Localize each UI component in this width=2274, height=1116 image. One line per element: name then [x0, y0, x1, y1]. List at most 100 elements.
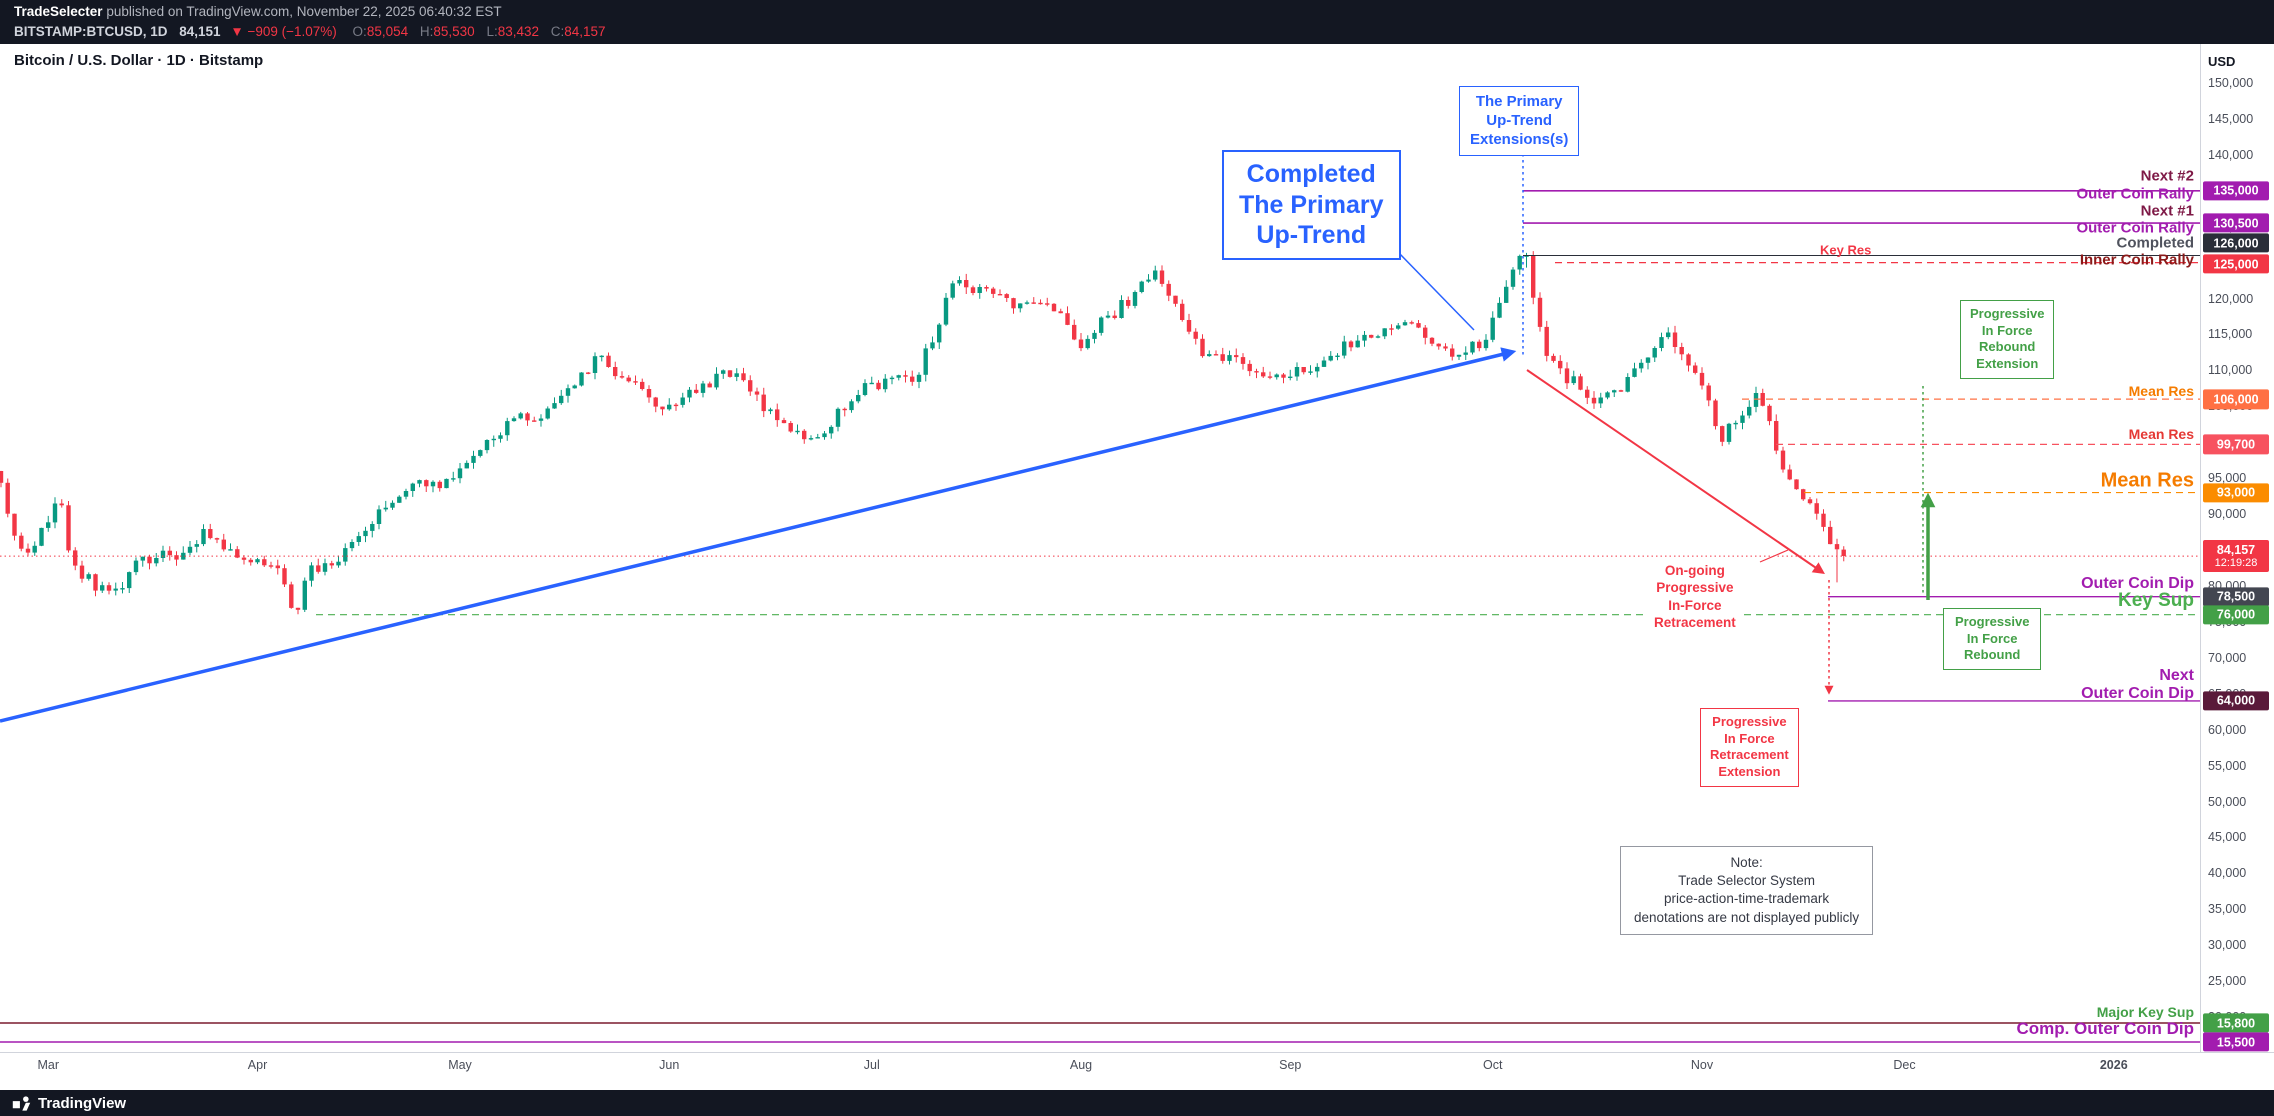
price-badge-outer-coin-dip: 78,500	[2203, 587, 2269, 607]
chart-legend[interactable]: Bitcoin / U.S. Dollar · 1D · Bitstamp	[14, 52, 264, 69]
tradingview-logo-icon[interactable]	[12, 1094, 31, 1113]
callout-line: In Force	[1981, 322, 2033, 338]
callout-line: Completed	[1246, 160, 1376, 188]
ongoing-retracement-callout[interactable]: On-going Progressive In-Force Retracemen…	[1648, 560, 1742, 634]
low-label: L:	[486, 24, 498, 39]
chart-background	[0, 44, 2274, 1090]
callout-line: The Primary	[1475, 93, 1563, 110]
completed-callout-pointer	[1397, 251, 1475, 331]
callout-line: Up-Trend	[1256, 221, 1367, 249]
level-caption-13: Outer Coin Dip	[2081, 685, 2194, 702]
high-value: 85,530	[433, 24, 475, 39]
time-axis-label: Jun	[659, 1058, 680, 1072]
low-value: 83,432	[497, 24, 539, 39]
completed-primary-uptrend-callout[interactable]: Completed The Primary Up-Trend	[1222, 150, 1401, 260]
callout-line: In-Force	[1668, 597, 1722, 613]
down-arrow-icon: ▼	[230, 24, 244, 39]
price-axis-tick: 115,000	[2208, 327, 2253, 342]
candlestick-series	[0, 251, 1846, 615]
price-badge-next-outer-coin-dip: 64,000	[2203, 691, 2269, 711]
publish-meta: published on TradingView.com, November 2…	[106, 4, 502, 19]
price-badge-mean-res-106000: 106,000	[2203, 389, 2269, 409]
callout-line: Extension	[1976, 355, 2039, 371]
price-badge-next-2-outer-coin-rally: 135,000	[2203, 181, 2269, 201]
time-axis-label: May	[448, 1058, 472, 1072]
price-axis-tick: 140,000	[2208, 147, 2254, 162]
price-badge-major-key-sup: 15,800	[2203, 1013, 2269, 1033]
callout-line: Up-Trend	[1486, 112, 1553, 130]
trend-drawings	[0, 154, 1936, 723]
ongoing-callout-pointer	[1759, 549, 1789, 563]
callout-line: Progressive	[1656, 580, 1734, 596]
callout-line: Extension	[1718, 763, 1781, 779]
price-axis-tick: 120,000	[2208, 291, 2254, 306]
rebound-extension-callout[interactable]: Progressive In Force Rebound Extension	[1960, 300, 2055, 379]
primary-uptrend-line[interactable]	[0, 347, 1517, 723]
level-caption-2: Next #1	[2140, 202, 2194, 220]
level-caption-5: Inner Coin Rally	[2079, 251, 2194, 269]
primary-uptrend-extensions-callout[interactable]: The Primary Up-Trend Extensions(s)	[1459, 86, 1580, 156]
price-axis-tick: 40,000	[2208, 866, 2247, 881]
price-axis-tick: 145,000	[2208, 111, 2254, 126]
price-axis-tick: 30,000	[2208, 938, 2247, 953]
close-label: C:	[550, 24, 565, 39]
price-axis-tick: 70,000	[2208, 650, 2247, 665]
level-caption-6: Key Res	[1820, 242, 1872, 258]
price-axis-tick: 95,000	[2208, 471, 2247, 486]
callout-line: Extensions(s)	[1470, 131, 1569, 149]
price-axis-tick: 60,000	[2208, 722, 2247, 737]
callout-line: Rebound	[1964, 647, 2021, 663]
time-axis-separator	[0, 1052, 2274, 1053]
level-caption-9: Mean Res	[2100, 469, 2194, 492]
price-badge-next-1-outer-coin-rally: 130,500	[2203, 213, 2269, 233]
callout-line: Retracement	[1710, 747, 1789, 763]
price-badge-comp-outer-coin-dip: 15,500	[2203, 1032, 2269, 1052]
time-axis-label: Sep	[1279, 1058, 1302, 1072]
time-axis-label: Apr	[247, 1058, 268, 1072]
tradingview-footer: TradingView	[0, 1090, 2274, 1116]
last-price: 84,151	[179, 24, 221, 39]
callout-line: The Primary	[1239, 190, 1384, 219]
high-label: H:	[419, 24, 434, 39]
note-line: price-action-time-trademark	[1664, 891, 1830, 907]
price-axis-tick: 55,000	[2208, 758, 2247, 773]
level-caption-8: Mean Res	[2128, 426, 2194, 442]
level-caption-14: Major Key Sup	[2096, 1004, 2194, 1020]
retracement-extension-callout[interactable]: Progressive In Force Retracement Extensi…	[1700, 708, 1799, 787]
open-label: O:	[352, 24, 367, 39]
level-caption-3: Outer Coin Rally	[2076, 219, 2194, 237]
callout-line: In Force	[1966, 630, 2018, 646]
tradingview-wordmark[interactable]: TradingView	[38, 1094, 127, 1112]
price-badge-completed-inner-coin-rally: 126,000	[2203, 233, 2269, 253]
price-axis-tick: 35,000	[2208, 902, 2247, 917]
note-line: denotations are not displayed publicly	[1634, 909, 1860, 925]
price-axis-tick: 25,000	[2208, 974, 2247, 989]
level-caption-4: Completed	[2116, 234, 2194, 252]
callout-line: Retracement	[1654, 614, 1736, 630]
publisher-name[interactable]: TradeSelecter	[14, 4, 103, 19]
price-axis-tick: 50,000	[2208, 794, 2247, 809]
level-caption-11: Key Sup	[2117, 590, 2194, 611]
price-axis-tick: 90,000	[2208, 507, 2247, 522]
price-level-lines	[0, 189, 2200, 1043]
price-axis-tick: 110,000	[2208, 363, 2253, 378]
note-line: Trade Selector System	[1678, 873, 1815, 889]
retracement-trend-line[interactable]	[1526, 369, 1825, 575]
time-axis[interactable]	[0, 1052, 2200, 1090]
callout-line: On-going	[1664, 563, 1725, 578]
time-axis-label: Nov	[1690, 1058, 1714, 1072]
price-axis-tick: 45,000	[2208, 830, 2247, 845]
callout-line: Progressive	[1955, 614, 2030, 629]
price-badge-key-res: 125,000	[2203, 254, 2269, 274]
time-axis-label: Oct	[1483, 1058, 1503, 1072]
trademark-note-box[interactable]: Note: Trade Selector System price-action…	[1620, 846, 1874, 935]
rebound-callout[interactable]: Progressive In Force Rebound	[1943, 608, 2042, 670]
price-axis-separator	[2200, 44, 2201, 1052]
price-badge-key-sup: 76,000	[2203, 605, 2269, 625]
level-caption-7: Mean Res	[2128, 383, 2194, 399]
publish-info-row: TradeSelecter published on TradingView.c…	[14, 4, 502, 19]
price-change: −909 (−1.07%)	[247, 24, 337, 39]
symbol-name[interactable]: BITSTAMP:BTCUSD, 1D	[14, 24, 168, 39]
price-badge-mean-res-99700: 99,700	[2203, 434, 2269, 455]
